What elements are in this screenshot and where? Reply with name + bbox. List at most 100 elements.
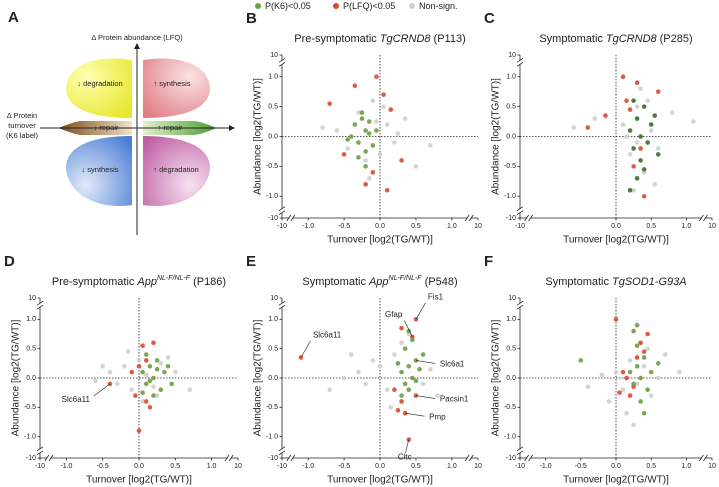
point bbox=[399, 325, 404, 331]
axis-break bbox=[224, 454, 230, 462]
point bbox=[655, 89, 661, 94]
point bbox=[374, 128, 379, 133]
y-tick-label: 0.0 bbox=[506, 375, 516, 382]
point bbox=[399, 158, 404, 163]
axis-break bbox=[516, 206, 524, 211]
y-tick-label: -0.5 bbox=[504, 163, 516, 170]
point bbox=[158, 361, 164, 366]
point bbox=[136, 358, 142, 363]
legend-swatch bbox=[255, 3, 261, 9]
point bbox=[399, 393, 404, 398]
title-part: NL-F/NL-F bbox=[157, 275, 191, 282]
panel-letter: D bbox=[4, 253, 15, 270]
point bbox=[359, 110, 365, 115]
x-tick-label: 1.0 bbox=[447, 463, 457, 470]
axis-break bbox=[516, 58, 524, 63]
point bbox=[634, 80, 640, 86]
point bbox=[624, 410, 629, 416]
y-tick-label: -0.5 bbox=[504, 404, 516, 411]
point bbox=[599, 372, 605, 378]
legend-label: P(K6)<0.05 bbox=[265, 1, 311, 11]
point bbox=[691, 119, 696, 124]
point bbox=[366, 119, 372, 124]
point bbox=[341, 375, 347, 381]
point bbox=[165, 355, 171, 360]
region-label: ↓ synthesis bbox=[81, 165, 118, 174]
axis-label: Δ Protein abundance (LFQ) bbox=[91, 33, 183, 42]
y-tick-label: -1.0 bbox=[266, 434, 278, 441]
point bbox=[631, 146, 636, 151]
chart-title: Pre-symptomatic TgCRND8 (P113) bbox=[294, 33, 465, 45]
point bbox=[366, 176, 372, 181]
y-tick-label: 0.0 bbox=[26, 375, 36, 382]
leader-line bbox=[415, 360, 436, 364]
y-tick-label: 0.0 bbox=[268, 375, 278, 382]
point bbox=[334, 128, 340, 133]
point bbox=[634, 104, 640, 109]
point bbox=[638, 340, 643, 346]
point bbox=[93, 378, 98, 384]
point bbox=[154, 393, 160, 398]
point bbox=[406, 387, 412, 393]
axis-break bbox=[468, 454, 474, 462]
point bbox=[348, 134, 354, 139]
region-label: ↑ synthesis bbox=[153, 79, 190, 88]
title-part: App bbox=[136, 276, 157, 288]
x-tick-label: 1.0 bbox=[447, 223, 457, 230]
axis-break bbox=[516, 450, 524, 456]
point bbox=[173, 369, 178, 375]
point bbox=[140, 390, 145, 395]
point bbox=[634, 355, 640, 360]
point bbox=[417, 366, 422, 372]
point bbox=[370, 98, 376, 103]
x-tick-label: -0.5 bbox=[97, 463, 109, 470]
chart-title: Symptomatic TgCRND8 (P285) bbox=[539, 33, 692, 45]
axis-break bbox=[524, 454, 529, 462]
point bbox=[648, 369, 654, 375]
point bbox=[603, 113, 608, 118]
axis-break bbox=[516, 210, 524, 215]
point bbox=[413, 378, 419, 384]
point bbox=[370, 143, 376, 148]
point bbox=[363, 128, 368, 133]
y-tick-label: 1.0 bbox=[268, 74, 278, 81]
point bbox=[395, 361, 401, 366]
y-tick-label: 0.5 bbox=[506, 346, 516, 353]
title-part: TgCRND8 bbox=[606, 33, 658, 45]
point bbox=[645, 140, 650, 145]
point bbox=[634, 176, 640, 181]
point bbox=[638, 146, 643, 151]
point bbox=[627, 152, 633, 157]
point bbox=[641, 167, 647, 172]
point bbox=[352, 122, 358, 127]
y-tick-label: -1.0 bbox=[24, 434, 36, 441]
point bbox=[356, 110, 361, 115]
point bbox=[392, 352, 397, 357]
point bbox=[327, 101, 332, 106]
point bbox=[652, 182, 658, 187]
point bbox=[613, 317, 619, 322]
x-axis-title: Turnover [log2(TG/WT)] bbox=[327, 235, 433, 246]
point bbox=[140, 369, 145, 375]
point bbox=[370, 170, 376, 175]
point bbox=[413, 164, 419, 169]
point bbox=[136, 428, 142, 434]
panel-letter: B bbox=[246, 10, 257, 27]
point bbox=[627, 369, 633, 375]
point bbox=[356, 369, 361, 375]
point bbox=[363, 381, 368, 387]
point bbox=[645, 346, 650, 351]
y-tick-label: 10 bbox=[508, 295, 516, 302]
axis-break bbox=[278, 206, 286, 211]
y-tick-label: 10 bbox=[508, 52, 516, 59]
axis-label: Δ Protein bbox=[7, 111, 37, 120]
chart: D Pre-symptomatic AppNL-F/NL-F (P186) -10 -1.… bbox=[4, 253, 242, 486]
legend-label: Non-sign. bbox=[419, 1, 458, 11]
point bbox=[363, 182, 368, 187]
point bbox=[341, 152, 347, 157]
axis-break bbox=[278, 210, 286, 215]
axis-break bbox=[286, 454, 292, 462]
point bbox=[158, 387, 164, 393]
diagram: A Δ Protein abundance (LFQ) Δ Protein tu… bbox=[6, 9, 235, 235]
point bbox=[624, 98, 629, 103]
